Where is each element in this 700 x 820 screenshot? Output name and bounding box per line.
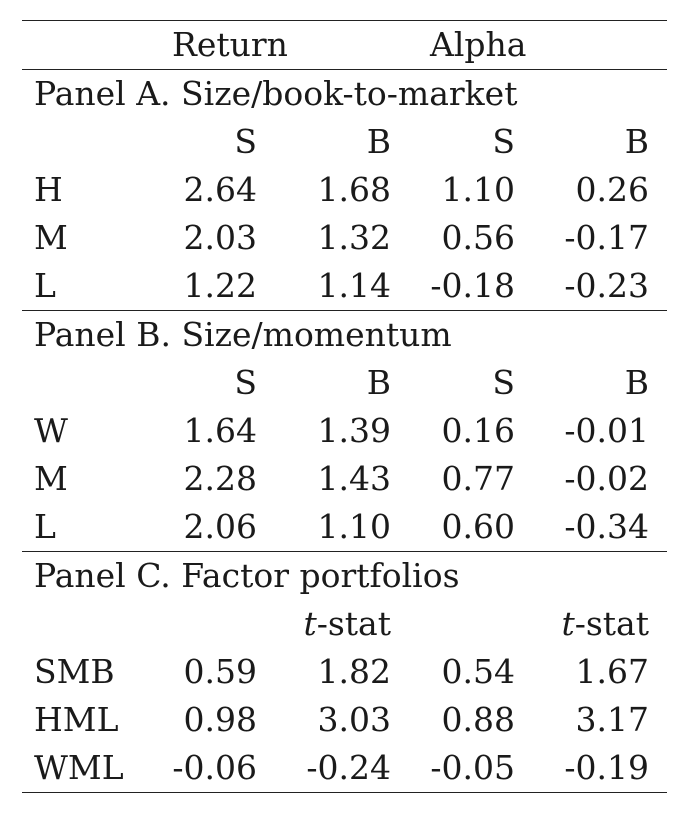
panel-title: Panel C. Factor portfolios [34,556,460,595]
header-return: Return [172,25,288,64]
subheader-cell: S [234,363,257,402]
header-alpha: Alpha [430,25,527,64]
panel-subheader-row: t-stat t-stat [22,600,667,648]
row-label: W [34,411,68,450]
table-row: WML -0.06 -0.24 -0.05 -0.19 [22,744,667,792]
subheader-cell: S [492,363,515,402]
value-cell: -0.17 [564,218,649,257]
table-row: M 2.03 1.32 0.56 -0.17 [22,214,667,262]
value-cell: 2.28 [183,459,257,498]
table-row: M 2.28 1.43 0.77 -0.02 [22,455,667,503]
panel-title-row: Panel B. Size/momentum [22,311,667,359]
value-cell: 1.14 [317,266,391,305]
subheader-cell: B [366,363,391,402]
value-cell: 1.82 [317,652,391,691]
header-rule [22,69,667,70]
subheader-cell: S [492,122,515,161]
value-cell: -0.24 [306,748,391,787]
value-cell: -0.18 [430,266,515,305]
value-cell: 0.60 [441,507,515,546]
value-cell: 0.77 [441,459,515,498]
table-row: L 1.22 1.14 -0.18 -0.23 [22,262,667,310]
row-label: M [34,218,68,257]
panel-rule [22,310,667,311]
value-cell: 2.06 [183,507,257,546]
row-label: L [34,507,56,546]
table-row: HML 0.98 3.03 0.88 3.17 [22,696,667,744]
table-row: L 2.06 1.10 0.60 -0.34 [22,503,667,551]
value-cell: -0.02 [564,459,649,498]
value-cell: 0.16 [441,411,515,450]
value-cell: 3.03 [317,700,391,739]
panel-title: Panel A. Size/book-to-market [34,74,518,113]
value-cell: 0.56 [441,218,515,257]
panel-title-row: Panel C. Factor portfolios [22,552,667,600]
table-row: SMB 0.59 1.82 0.54 1.67 [22,648,667,696]
subheader-cell: S [234,122,257,161]
value-cell: 1.10 [317,507,391,546]
value-cell: -0.23 [564,266,649,305]
value-cell: -0.01 [564,411,649,450]
value-cell: 1.67 [575,652,649,691]
value-cell: 0.54 [441,652,515,691]
row-label: L [34,266,56,305]
row-label: HML [34,700,119,739]
value-cell: 2.64 [183,170,257,209]
panel-title-row: Panel A. Size/book-to-market [22,70,667,118]
row-label: M [34,459,68,498]
value-cell: -0.34 [564,507,649,546]
subheader-cell: t-stat [561,604,649,643]
value-cell: 1.22 [183,266,257,305]
subheader-cell: B [624,363,649,402]
table-body: Panel A. Size/book-to-market S B S B H 2.64 1.6… [22,70,667,793]
value-cell: 1.43 [317,459,391,498]
value-cell: 1.64 [183,411,257,450]
value-cell: 0.59 [183,652,257,691]
value-cell: -0.05 [430,748,515,787]
results-table: Return Alpha Panel A. Size/book-to-marke… [22,20,667,793]
top-rule [22,20,667,21]
table-row: W 1.64 1.39 0.16 -0.01 [22,407,667,455]
row-label: H [34,170,63,209]
table-row: H 2.64 1.68 1.10 0.26 [22,166,667,214]
panel-title: Panel B. Size/momentum [34,315,452,354]
value-cell: 0.98 [183,700,257,739]
value-cell: 1.68 [317,170,391,209]
subheader-cell: t-stat [303,604,391,643]
header-row: Return Alpha [22,21,667,69]
value-cell: 0.26 [575,170,649,209]
value-cell: 1.39 [317,411,391,450]
panel-rule [22,551,667,552]
value-cell: 3.17 [575,700,649,739]
row-label: SMB [34,652,115,691]
row-label: WML [34,748,124,787]
bottom-rule [22,792,667,793]
value-cell: -0.06 [172,748,257,787]
subheader-cell: B [624,122,649,161]
subheader-cell: B [366,122,391,161]
value-cell: 2.03 [183,218,257,257]
value-cell: 0.88 [441,700,515,739]
value-cell: 1.10 [441,170,515,209]
value-cell: 1.32 [317,218,391,257]
value-cell: -0.19 [564,748,649,787]
